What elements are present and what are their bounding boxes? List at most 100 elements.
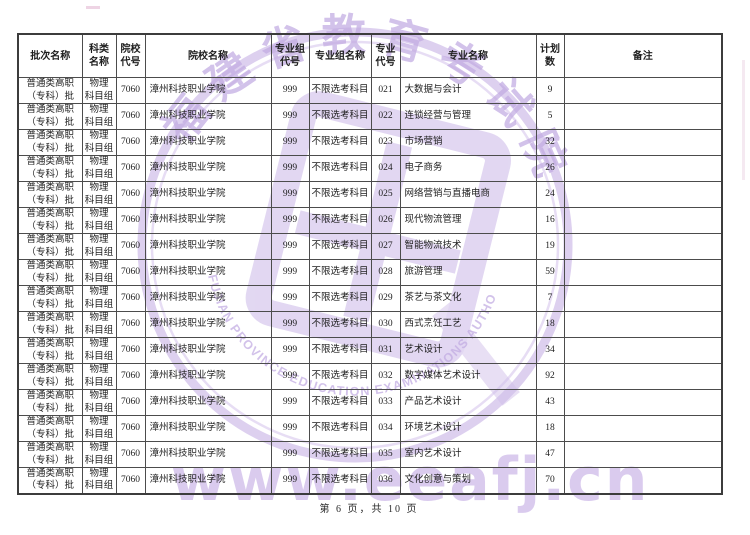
cell-college-name: 漳州科技职业学院 xyxy=(144,103,272,130)
cell-major-code: 035 xyxy=(370,441,401,468)
cell-major-code: 026 xyxy=(370,207,401,234)
cell-remark xyxy=(563,181,723,208)
cell-college-code: 7060 xyxy=(115,285,146,312)
cell-college-code: 7060 xyxy=(115,337,146,364)
cell-college-name: 漳州科技职业学院 xyxy=(144,77,272,104)
cell-major-code: 032 xyxy=(370,363,401,390)
col-header-major-name: 专业名称 xyxy=(399,33,537,78)
cell-college-code: 7060 xyxy=(115,389,146,416)
col-header-plan-count: 计划数 xyxy=(535,33,565,78)
cell-major-code: 023 xyxy=(370,129,401,156)
cell-subject-category: 物理 科目组 xyxy=(81,466,117,495)
cell-college-name: 漳州科技职业学院 xyxy=(144,233,272,260)
cell-major-name: 大数据与会计 xyxy=(399,77,537,104)
cell-major-name: 旅游管理 xyxy=(399,259,537,286)
table-row: 普通类高职 （专科）批 物理 科目组 7060 漳州科技职业学院 999 不限选考科… xyxy=(17,466,723,495)
table-row: 普通类高职 （专科）批 物理 科目组 7060 漳州科技职业学院 999 不限选考科… xyxy=(17,363,723,390)
cell-major-group-name: 不限选考科目 xyxy=(308,181,372,208)
cell-college-code: 7060 xyxy=(115,155,146,182)
table-row: 普通类高职 （专科）批 物理 科目组 7060 漳州科技职业学院 999 不限选考科… xyxy=(17,207,723,234)
cell-remark xyxy=(563,155,723,182)
cell-plan-count: 32 xyxy=(535,129,565,156)
table-row: 普通类高职 （专科）批 物理 科目组 7060 漳州科技职业学院 999 不限选考科… xyxy=(17,129,723,156)
cell-major-code: 030 xyxy=(370,311,401,338)
cell-major-group-name: 不限选考科目 xyxy=(308,285,372,312)
cell-college-code: 7060 xyxy=(115,259,146,286)
cell-major-code: 025 xyxy=(370,181,401,208)
table-row: 普通类高职 （专科）批 物理 科目组 7060 漳州科技职业学院 999 不限选考科… xyxy=(17,155,723,182)
table-row: 普通类高职 （专科）批 物理 科目组 7060 漳州科技职业学院 999 不限选考科… xyxy=(17,441,723,468)
cell-major-group-name: 不限选考科目 xyxy=(308,207,372,234)
cell-major-name: 市场营销 xyxy=(399,129,537,156)
cell-major-name: 室内艺术设计 xyxy=(399,441,537,468)
cell-major-group-code: 999 xyxy=(270,311,310,338)
cell-major-group-name: 不限选考科目 xyxy=(308,233,372,260)
cell-batch-name: 普通类高职 （专科）批 xyxy=(17,207,83,234)
cell-major-name: 数字媒体艺术设计 xyxy=(399,363,537,390)
col-header-college-name: 院校名称 xyxy=(144,33,272,78)
cell-major-group-name: 不限选考科目 xyxy=(308,311,372,338)
cell-major-code: 036 xyxy=(370,466,401,495)
cell-college-name: 漳州科技职业学院 xyxy=(144,155,272,182)
cell-subject-category: 物理 科目组 xyxy=(81,441,117,468)
table-row: 普通类高职 （专科）批 物理 科目组 7060 漳州科技职业学院 999 不限选考科… xyxy=(17,259,723,286)
cell-college-name: 漳州科技职业学院 xyxy=(144,259,272,286)
cell-remark xyxy=(563,415,723,442)
cell-batch-name: 普通类高职 （专科）批 xyxy=(17,389,83,416)
cell-plan-count: 16 xyxy=(535,207,565,234)
cell-batch-name: 普通类高职 （专科）批 xyxy=(17,155,83,182)
cell-major-group-name: 不限选考科目 xyxy=(308,389,372,416)
cell-college-name: 漳州科技职业学院 xyxy=(144,389,272,416)
cell-batch-name: 普通类高职 （专科）批 xyxy=(17,233,83,260)
cell-college-code: 7060 xyxy=(115,77,146,104)
cell-batch-name: 普通类高职 （专科）批 xyxy=(17,441,83,468)
cell-major-group-code: 999 xyxy=(270,259,310,286)
cell-plan-count: 5 xyxy=(535,103,565,130)
cell-batch-name: 普通类高职 （专科）批 xyxy=(17,259,83,286)
col-header-major-code: 专业 代号 xyxy=(370,33,401,78)
cell-batch-name: 普通类高职 （专科）批 xyxy=(17,103,83,130)
cell-major-group-name: 不限选考科目 xyxy=(308,337,372,364)
cell-college-code: 7060 xyxy=(115,129,146,156)
cell-major-group-name: 不限选考科目 xyxy=(308,77,372,104)
cell-plan-count: 34 xyxy=(535,337,565,364)
cell-college-code: 7060 xyxy=(115,363,146,390)
cell-batch-name: 普通类高职 （专科）批 xyxy=(17,77,83,104)
cell-major-code: 021 xyxy=(370,77,401,104)
cell-batch-name: 普通类高职 （专科）批 xyxy=(17,285,83,312)
cell-major-name: 智能物流技术 xyxy=(399,233,537,260)
cell-major-name: 连锁经营与管理 xyxy=(399,103,537,130)
cell-major-group-code: 999 xyxy=(270,181,310,208)
page-footer: 第 6 页，共 10 页 xyxy=(319,504,419,515)
cell-major-code: 028 xyxy=(370,259,401,286)
cell-major-group-name: 不限选考科目 xyxy=(308,259,372,286)
cell-major-code: 029 xyxy=(370,285,401,312)
cell-major-name: 产品艺术设计 xyxy=(399,389,537,416)
cell-major-code: 027 xyxy=(370,233,401,260)
cell-batch-name: 普通类高职 （专科）批 xyxy=(17,466,83,495)
cell-major-code: 034 xyxy=(370,415,401,442)
cell-plan-count: 18 xyxy=(535,415,565,442)
cell-major-group-name: 不限选考科目 xyxy=(308,441,372,468)
table-row: 普通类高职 （专科）批 物理 科目组 7060 漳州科技职业学院 999 不限选考科… xyxy=(17,181,723,208)
cell-major-group-name: 不限选考科目 xyxy=(308,363,372,390)
cell-college-name: 漳州科技职业学院 xyxy=(144,311,272,338)
cell-major-group-name: 不限选考科目 xyxy=(308,466,372,495)
table-row: 普通类高职 （专科）批 物理 科目组 7060 漳州科技职业学院 999 不限选考科… xyxy=(17,311,723,338)
cell-college-name: 漳州科技职业学院 xyxy=(144,466,272,495)
cell-subject-category: 物理 科目组 xyxy=(81,103,117,130)
cell-batch-name: 普通类高职 （专科）批 xyxy=(17,181,83,208)
cell-major-name: 茶艺与茶文化 xyxy=(399,285,537,312)
cell-subject-category: 物理 科目组 xyxy=(81,337,117,364)
cell-major-code: 022 xyxy=(370,103,401,130)
cell-major-group-code: 999 xyxy=(270,129,310,156)
cell-major-group-code: 999 xyxy=(270,389,310,416)
cell-subject-category: 物理 科目组 xyxy=(81,259,117,286)
cell-subject-category: 物理 科目组 xyxy=(81,181,117,208)
cell-college-code: 7060 xyxy=(115,415,146,442)
cell-college-name: 漳州科技职业学院 xyxy=(144,363,272,390)
cell-subject-category: 物理 科目组 xyxy=(81,285,117,312)
header-row: 批次名称 科类 名称 院校 代号 院校名称 专业组 代号 专业组名称 专业 代号 专业名… xyxy=(17,33,723,78)
cell-college-code: 7060 xyxy=(115,207,146,234)
table-row: 普通类高职 （专科）批 物理 科目组 7060 漳州科技职业学院 999 不限选考科… xyxy=(17,415,723,442)
